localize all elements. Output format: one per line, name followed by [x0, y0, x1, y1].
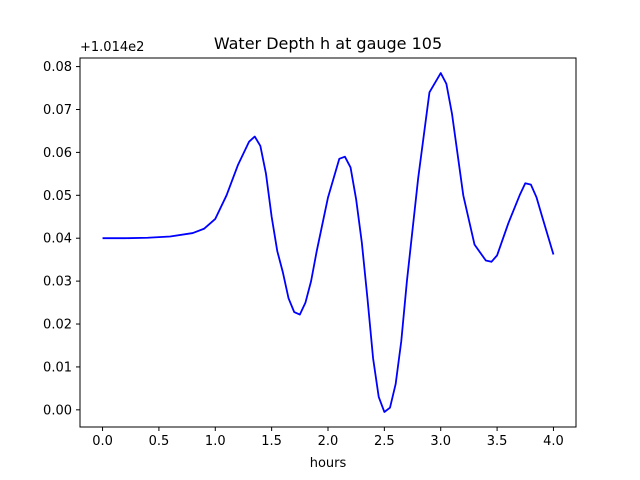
chart-title: Water Depth h at gauge 105: [214, 34, 442, 53]
x-tick-label: 0.0: [92, 434, 113, 449]
x-tick-label: 1.5: [261, 434, 282, 449]
y-tick-label: 0.08: [43, 60, 72, 75]
x-axis-label: hours: [310, 456, 347, 471]
y-tick-label: 0.01: [43, 360, 72, 375]
x-tick-label: 1.0: [205, 434, 226, 449]
y-tick-label: 0.04: [43, 232, 72, 247]
x-tick-label: 3.0: [430, 434, 451, 449]
x-tick-label: 0.5: [149, 434, 170, 449]
plot-area: 0.0 0.5 1.0 1.5 2.0 2.5 3.0 3.5 4.0 0.00 0.01 0.02 0…: [43, 57, 577, 449]
y-tick-label: 0.03: [43, 275, 72, 290]
x-tick-label: 2.0: [318, 434, 339, 449]
y-tick-label: 0.07: [43, 103, 72, 118]
y-tick-label: 0.00: [43, 403, 72, 418]
y-tick-label: 0.05: [43, 189, 72, 204]
y-tick-label: 0.06: [43, 146, 72, 161]
series-line-0: [102, 72, 555, 413]
x-tick-label: 4.0: [543, 434, 564, 449]
x-tick-label: 3.5: [487, 434, 508, 449]
x-tick-label: 2.5: [374, 434, 395, 449]
y-offset-label: +1.014e2: [80, 40, 144, 55]
y-tick-label: 0.02: [43, 318, 72, 333]
